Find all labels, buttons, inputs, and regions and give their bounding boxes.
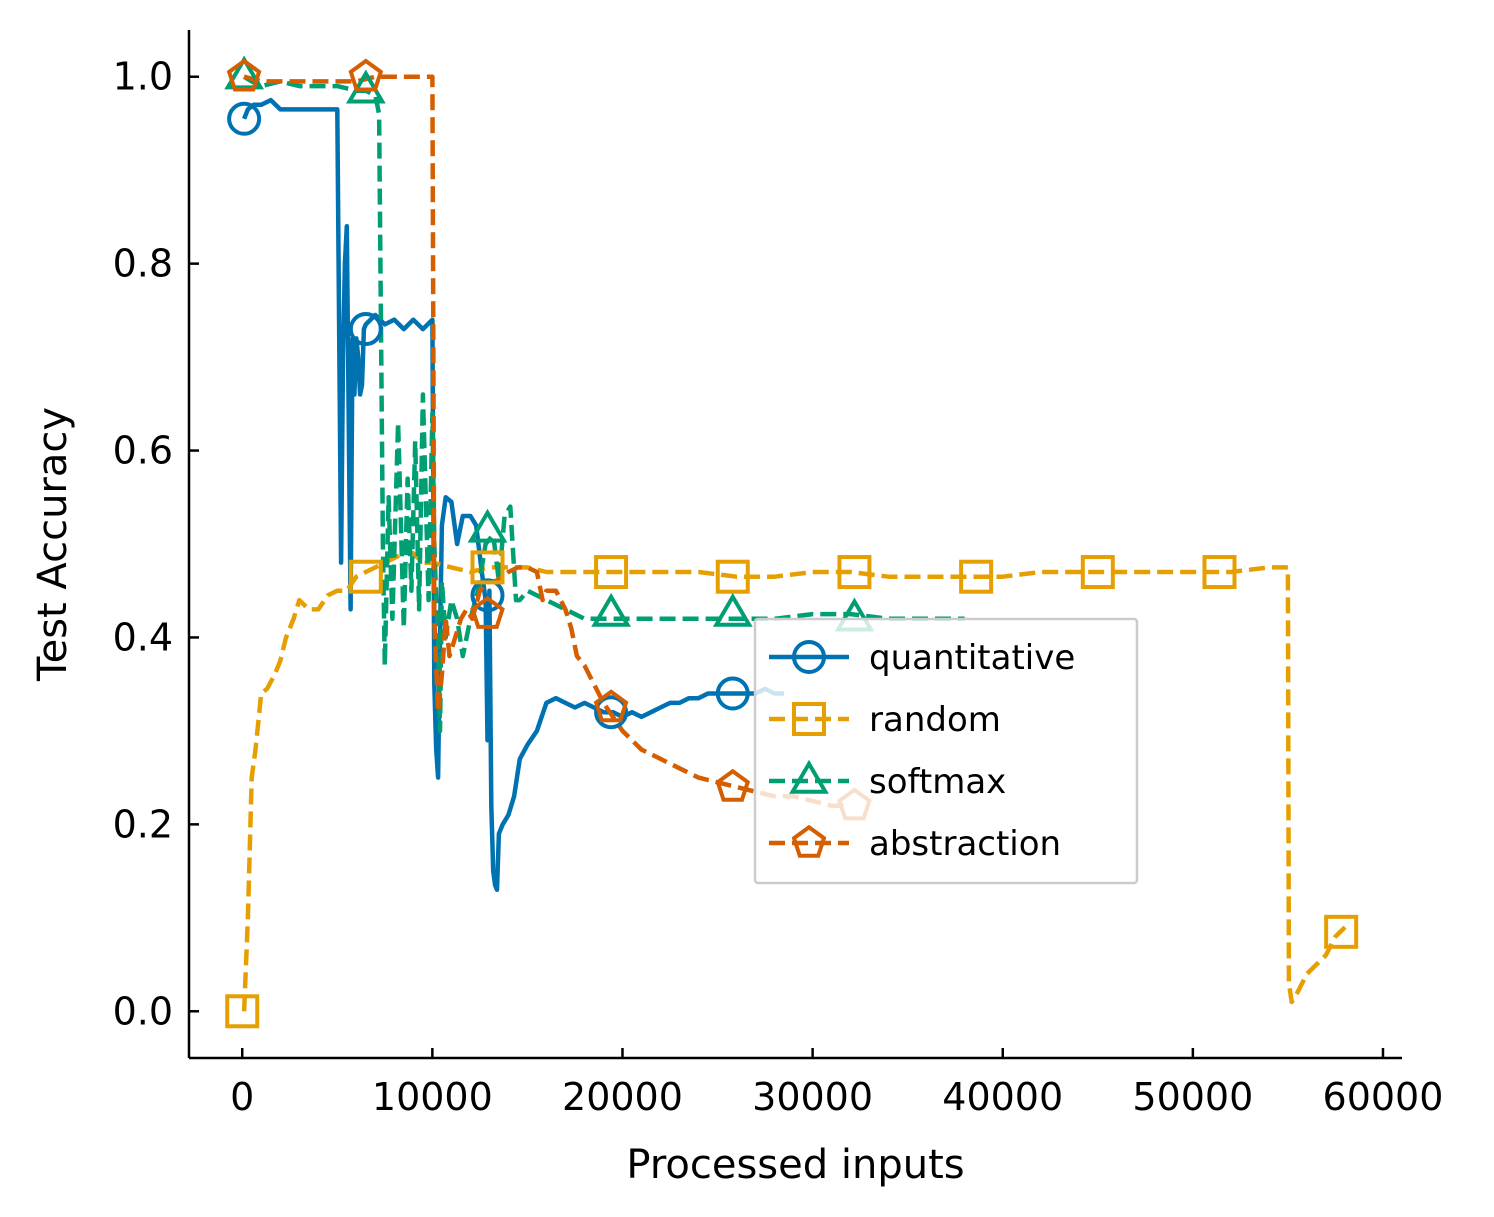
legend-marker (791, 824, 827, 858)
legend-marker (792, 640, 826, 674)
markers-layer (224, 55, 1359, 1029)
marker-softmax (224, 55, 265, 90)
legend-box (753, 617, 1139, 885)
x-ticks: 0 10000 20000 30000 40000 50000 60000 (230, 1048, 1443, 1119)
marker-abstraction (348, 58, 384, 92)
marker-random (837, 555, 872, 590)
marker-quantitative (594, 695, 629, 730)
legend-item-abstraction: abstraction (769, 824, 1061, 864)
series-line-quantitative (242, 97, 785, 893)
marker-random (470, 550, 505, 585)
axes: 0 10000 20000 30000 40000 50000 60000 0.00.20.… (30, 30, 1443, 1188)
marker-abstraction (593, 689, 629, 723)
marker-random (959, 559, 994, 594)
x-tick-label: 10000 (372, 1075, 493, 1119)
y-tick-label: 0.4 (113, 615, 173, 659)
series-line-abstraction (243, 74, 851, 808)
marker-abstraction (226, 58, 262, 92)
y-ticks: 0.0 0.2 0.4 0.6 0.8 1.0 (113, 55, 199, 1033)
legend-marker (789, 759, 829, 794)
marker-softmax (467, 508, 508, 543)
marker-random (1324, 914, 1359, 949)
marker-random (715, 559, 750, 594)
marker-random (594, 555, 629, 590)
legend-items: quantitative random softmax abstraction (769, 638, 1075, 864)
legend-label: quantitative (869, 638, 1075, 678)
y-tick-label: 1.0 (113, 55, 173, 99)
x-tick-label: 50000 (1132, 1075, 1253, 1119)
legend-item-random: random (769, 700, 1001, 740)
x-tick-label: 0 (230, 1075, 254, 1119)
marker-abstraction (715, 768, 751, 802)
legend-marker (792, 702, 826, 736)
marker-quantitative (715, 676, 750, 711)
series-line-random (241, 551, 1347, 1012)
x-tick-label: 20000 (562, 1075, 683, 1119)
x-tick-label: 60000 (1323, 1075, 1444, 1119)
y-tick-label: 0.6 (113, 429, 173, 473)
y-axis-label: Test Accuracy (30, 407, 76, 682)
marker-quantitative (348, 312, 383, 347)
y-tick-label: 0.8 (113, 242, 173, 286)
legend: quantitative random softmax abstraction (753, 617, 1139, 885)
x-tick-label: 40000 (942, 1075, 1063, 1119)
legend-label: softmax (869, 762, 1006, 802)
plot-area (224, 55, 1359, 1029)
legend-label: random (869, 700, 1001, 740)
legend-label: abstraction (869, 824, 1061, 864)
marker-random (348, 559, 383, 594)
x-tick-label: 30000 (752, 1075, 873, 1119)
marker-random (1080, 555, 1115, 590)
legend-item-quantitative: quantitative (769, 638, 1075, 678)
marker-random (225, 994, 260, 1029)
y-tick-label: 0.0 (113, 989, 173, 1033)
marker-abstraction (470, 595, 505, 629)
y-tick-label: 0.2 (113, 802, 173, 846)
x-axis-label: Processed inputs (626, 1142, 964, 1188)
marker-random (1202, 555, 1237, 590)
legend-item-softmax: softmax (769, 759, 1006, 802)
marker-softmax (591, 592, 631, 627)
marker-softmax (712, 592, 753, 627)
marker-quantitative (227, 101, 262, 136)
